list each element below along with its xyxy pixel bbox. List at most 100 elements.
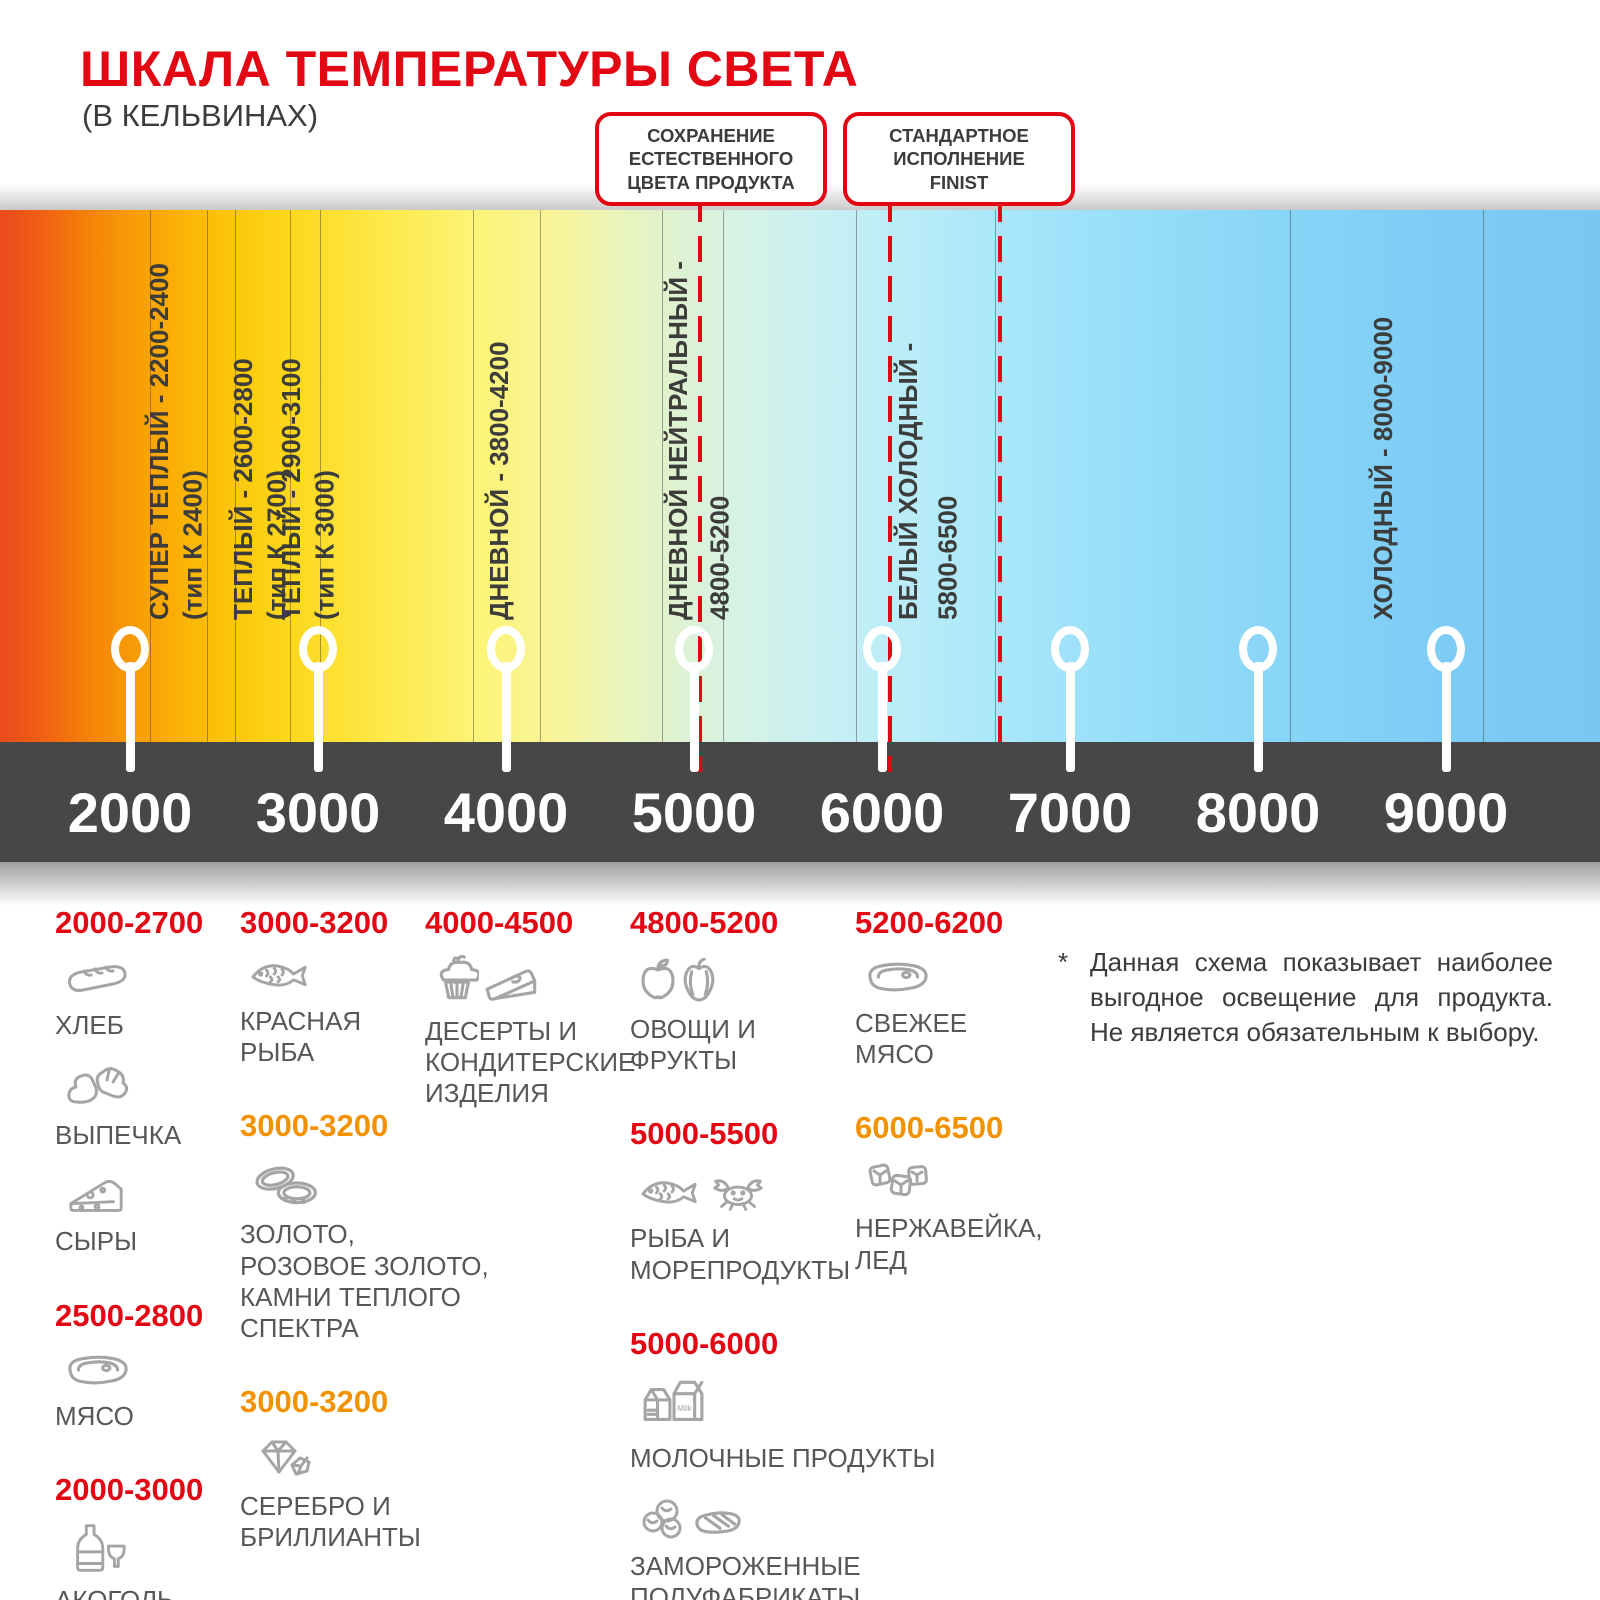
axis-tick-label: 2000 <box>67 781 193 844</box>
category-label: ОВОЩИ И ФРУКТЫ <box>630 1014 756 1076</box>
zone-label-main: ТЕПЛЫЙ - 2900-3100 <box>276 358 306 620</box>
category-icons <box>640 1494 936 1545</box>
scale-marker-stem <box>125 662 135 772</box>
category-label: АКОГОЛЬ <box>55 1584 175 1600</box>
zone-boundary-line <box>662 210 663 742</box>
scale-marker-ring <box>863 626 901 672</box>
category-column: 4000-4500 ДЕСЕРТЫ И КОНДИТЕРСКИЕ ИЗДЕЛИЯ <box>425 905 635 1130</box>
category-label: РЫБА И МОРЕПРОДУКТЫ <box>630 1223 851 1285</box>
category-label: ДЕСЕРТЫ И КОНДИТЕРСКИЕ ИЗДЕЛИЯ <box>425 1016 636 1109</box>
range-heading: 3000-3200 <box>240 905 389 940</box>
zone-label: БЕЛЫЙ ХОЛОДНЫЙ - 5800-6500 <box>893 222 967 620</box>
category-icons <box>65 1522 203 1579</box>
zone-boundary-line <box>473 210 474 742</box>
category-icons <box>435 954 635 1010</box>
range-heading: 3000-3200 <box>240 1384 389 1420</box>
scale-marker-ring <box>487 626 525 672</box>
scale-marker-ring <box>1239 626 1277 672</box>
category-label: НЕРЖАВЕЙКА, ЛЕД <box>855 1213 1043 1275</box>
scale-marker-ring <box>299 626 337 672</box>
page-title: ШКАЛА ТЕМПЕРАТУРЫ СВЕТА <box>80 41 859 97</box>
range-heading: 2000-3000 <box>55 1471 204 1507</box>
scale-marker-stem <box>1441 662 1451 772</box>
bread-icon <box>65 955 129 1004</box>
axis-bottom-shadow <box>0 862 1600 906</box>
scale-marker-stem <box>689 662 699 772</box>
zone-label-sub: 5800-6500 <box>932 495 963 620</box>
scale-marker-ring <box>1051 626 1089 672</box>
axis-tick-label: 8000 <box>1195 781 1321 844</box>
scale-marker-stem <box>313 662 323 772</box>
category-label: ХЛЕБ <box>55 1010 124 1040</box>
category-label: МЯСО <box>55 1400 134 1431</box>
ice-cubes-icon <box>865 1160 929 1207</box>
axis-tick-label: 9000 <box>1383 781 1509 844</box>
category-icons <box>250 955 489 1000</box>
category-icons <box>65 1061 203 1114</box>
zone-boundary-line <box>856 210 857 742</box>
category-entry: СЫРЫ <box>55 1171 203 1257</box>
category-label: СЫРЫ <box>55 1226 138 1257</box>
category-entry: ОВОЩИ И ФРУКТЫ <box>630 955 936 1076</box>
cupcake-icon <box>435 954 481 1010</box>
category-icons <box>640 955 936 1008</box>
axis-tick-label: 7000 <box>1007 781 1133 844</box>
fish-icon <box>640 1172 702 1217</box>
category-entry: НЕРЖАВЕЙКА, ЛЕД <box>855 1160 1043 1275</box>
category-entry: РЫБА И МОРЕПРОДУКТЫ <box>630 1166 936 1285</box>
zone-label-sub: 4800-5200 <box>704 495 735 620</box>
footnote: * Данная схема показывает наиболее выгод… <box>1058 945 1553 1050</box>
zone-label-main: БЕЛЫЙ ХОЛОДНЫЙ - <box>893 342 923 620</box>
grilled-steak-icon <box>693 1502 743 1545</box>
range-heading: 6000-6500 <box>855 1110 1004 1146</box>
axis-tick-label: 5000 <box>631 781 757 844</box>
svg-text:Milk: Milk <box>677 1404 693 1413</box>
zone-label-sub: (тип К 2400) <box>177 470 208 620</box>
scale-marker-ring <box>1427 626 1465 672</box>
category-label: СЕРЕБРО И БРИЛЛИАНТЫ <box>240 1491 421 1553</box>
milk-carton-icon: Milk <box>640 1376 706 1437</box>
zone-boundary-line <box>540 210 541 742</box>
scale-marker-stem <box>501 662 511 772</box>
category-icons <box>65 955 203 1004</box>
zone-boundary-line <box>1483 210 1484 742</box>
callout-finist-standard: СТАНДАРТНОЕ ИСПОЛНЕНИЕ FINIST <box>843 112 1075 206</box>
category-entry: ЗАМОРОЖЕННЫЕ ПОЛУФАБРИКАТЫ <box>630 1494 936 1600</box>
range-heading: 5200-6200 <box>855 905 1004 940</box>
footnote-text: Данная схема показывает наиболее выгодно… <box>1090 947 1553 1048</box>
category-entry: ХЛЕБ <box>55 955 203 1041</box>
zone-label-sub: (тип К 3000) <box>309 470 340 620</box>
kelvin-gradient-strip <box>0 210 1600 742</box>
page-subtitle: (В КЕЛЬВИНАХ) <box>82 98 319 133</box>
category-entry: АКОГОЛЬ <box>55 1522 203 1600</box>
category-icons <box>250 1434 489 1485</box>
axis-tick-label: 6000 <box>819 781 945 844</box>
zone-label: ХОЛОДНЫЙ - 8000-9000 <box>1368 222 1404 620</box>
zone-label: СУПЕР ТЕПЛЫЙ - 2200-2400 (тип К 2400) <box>144 222 212 620</box>
axis-tick-label: 4000 <box>443 781 569 844</box>
range-heading: 5000-5500 <box>630 1116 779 1152</box>
zone-label: ДНЕВНОЙ - 3800-4200 <box>484 222 520 620</box>
zone-boundary-line <box>150 210 151 742</box>
scale-marker-ring <box>111 626 149 672</box>
croissant-icon <box>65 1061 129 1114</box>
fish-icon <box>250 955 312 1000</box>
range-heading: 5000-6000 <box>630 1325 779 1361</box>
category-entry: ВЫПЕЧКА <box>55 1061 203 1151</box>
bottle-wine-icon <box>65 1522 127 1579</box>
zone-label: ТЕПЛЫЙ - 2900-3100 (тип К 3000) <box>276 222 344 620</box>
zone-boundary-line <box>723 210 724 742</box>
red-dash-line-5000 <box>698 196 702 772</box>
category-label: ЗОЛОТО, РОЗОВОЕ ЗОЛОТО, КАМНИ ТЕПЛОГО СП… <box>240 1219 489 1343</box>
dumplings-icon <box>640 1494 688 1545</box>
range-heading: 2000-2700 <box>55 905 204 940</box>
category-icons: Milk <box>640 1376 936 1437</box>
category-column: 2000-2700 ХЛЕБ ВЫПЕЧКА СЫРЫ 2500-2800 МЯСО 200… <box>55 905 203 1600</box>
zone-label-main: ХОЛОДНЫЙ - 8000-9000 <box>1368 316 1398 620</box>
category-icons <box>640 1166 936 1217</box>
zone-label-main: СУПЕР ТЕПЛЫЙ - 2200-2400 <box>144 263 174 620</box>
apple-icon <box>640 957 676 1008</box>
pepper-icon <box>681 955 717 1008</box>
red-dash-line-6500 <box>998 196 1002 742</box>
